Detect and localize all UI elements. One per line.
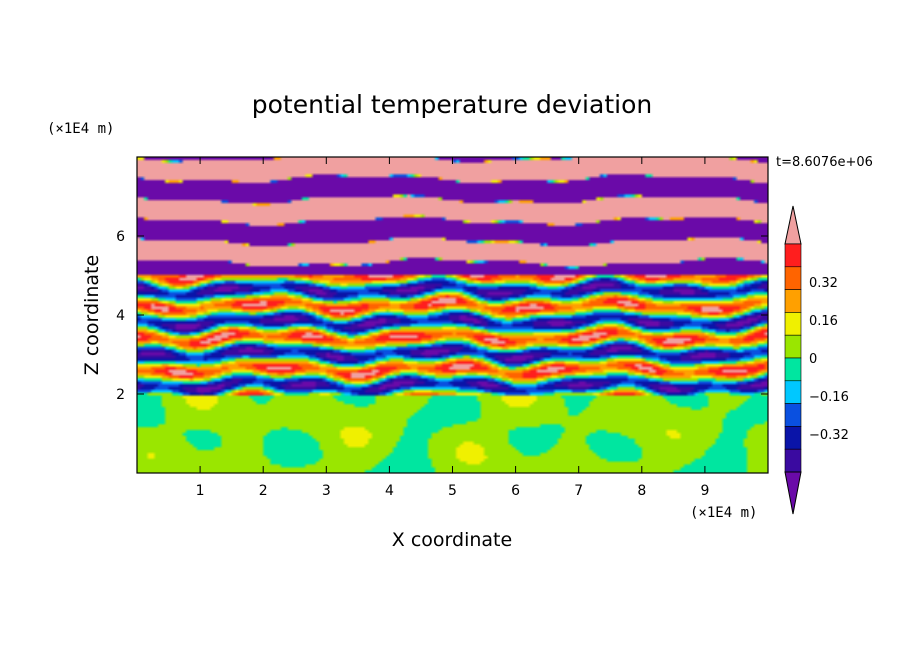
y-tick-label: 4: [116, 308, 125, 324]
colorbar-swatch: [784, 312, 802, 336]
colorbar-swatch: [784, 243, 802, 268]
x-axis-label: X coordinate: [392, 529, 512, 551]
x-tick-label: 2: [259, 483, 268, 499]
time-label: t=8.6076e+06: [776, 155, 873, 170]
x-axis-ticks: 1 2 3 4 5 6 7 8 9: [196, 157, 709, 499]
colorbar-tick-label: −0.32: [809, 428, 849, 443]
x-tick-label: 3: [322, 483, 331, 499]
colorbar-tick-label: 0.32: [809, 276, 838, 291]
colorbar-tick-label: 0: [809, 352, 817, 367]
colorbar-bottom-extension: [784, 471, 802, 515]
colorbar-swatch: [784, 426, 802, 450]
colorbar-swatch: [784, 334, 802, 359]
y-tick-label: 2: [116, 387, 125, 403]
colorbar-top-extension: [784, 205, 802, 245]
x-tick-label: 8: [637, 483, 646, 499]
x-unit-label: (×1E4 m): [690, 505, 757, 521]
colorbar: 0.32 0.16 0 −0.16 −0.32: [784, 205, 849, 515]
x-tick-label: 5: [448, 483, 457, 499]
x-tick-label: 4: [385, 483, 394, 499]
colorbar-swatch: [784, 448, 802, 473]
contour-field: [137, 157, 768, 473]
x-tick-label: 1: [196, 483, 205, 499]
y-axis-ticks: 2 4 6: [116, 229, 768, 403]
colorbar-swatch: [784, 357, 802, 382]
colorbar-swatch: [784, 266, 802, 290]
colorbar-swatch: [784, 289, 802, 313]
contour-raster: [137, 157, 768, 473]
colorbar-tick-label: 0.16: [809, 314, 838, 329]
chart-title: potential temperature deviation: [252, 90, 652, 119]
x-tick-label: 6: [511, 483, 520, 499]
x-tick-label: 9: [700, 483, 709, 499]
colorbar-swatch: [784, 403, 802, 427]
y-tick-label: 6: [116, 229, 125, 245]
colorbar-tick-label: −0.16: [809, 390, 849, 405]
y-axis-label: Z coordinate: [81, 255, 103, 375]
colorbar-swatch: [784, 380, 802, 404]
x-tick-label: 7: [574, 483, 583, 499]
y-unit-label: (×1E4 m): [47, 121, 114, 137]
